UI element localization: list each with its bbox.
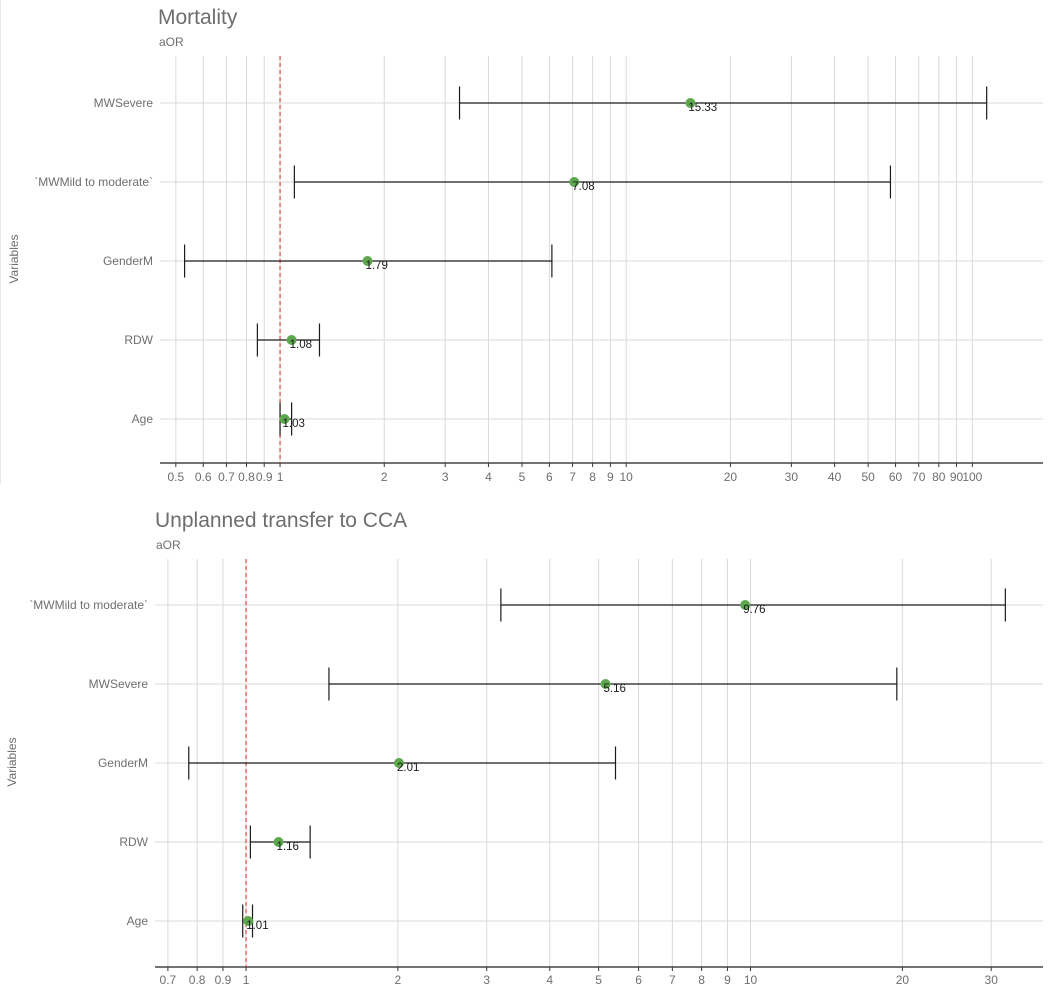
estimate-label: 7.08 [572,181,594,193]
x-tick-label: 0.9 [256,470,273,484]
x-tick-label: 3 [442,470,449,484]
x-tick-label: 1 [277,470,284,484]
x-tick-label: 60 [889,470,903,484]
x-tick-label: 0.7 [218,470,235,484]
y-tick-label: MWSevere [89,677,149,691]
x-tick-label: 9 [607,470,614,484]
y-tick-label: Age [127,914,149,928]
estimate-point [279,414,290,424]
x-tick-label: 0.8 [238,470,255,484]
x-tick-label: 30 [785,470,799,484]
x-tick-label: 7 [569,470,576,484]
y-tick-label: RDW [119,835,148,849]
x-tick-label: 0.7 [160,973,177,987]
estimate-point [243,916,254,926]
estimate-label: 1.79 [366,260,388,272]
estimate-label: 1.08 [290,339,312,351]
estimate-point [362,256,373,266]
x-tick-label: 0.9 [215,973,232,987]
mortality-forest-plot: 0.5 0.6 0.7 0.8 0.9 1 2 3 4 5 6 7 8 9 10 20 30 40 50 60 70 80… [34,56,1043,484]
estimate-label: 1.01 [246,920,268,932]
y-tick-label: GenderM [103,254,153,268]
left-edge-line [0,0,5,484]
estimate-point [600,679,611,689]
x-tick-label: 7 [669,973,676,987]
x-tick-label: 6 [635,973,642,987]
estimate-point [286,335,297,345]
estimate-label: 15.33 [688,102,717,114]
y-tick-label: RDW [124,333,153,347]
x-tick-label: 10 [744,973,758,987]
x-tick-label: 8 [589,470,596,484]
mortality-panel: Mortality aOR Variables 0.5 0.6 0.7 0.8 0.9 1… [0,0,1049,492]
estimate-label: 9.76 [743,604,765,616]
estimate-point [569,177,580,187]
estimate-point [393,758,404,768]
x-tick-label: 2 [381,470,388,484]
estimate-label: 1.03 [282,418,304,430]
x-tick-label: 5 [595,973,602,987]
chart-title: Mortality [158,6,238,29]
x-tick-label: 6 [546,470,553,484]
x-tick-label: 50 [861,470,875,484]
x-tick-label: 8 [698,973,705,987]
x-tick-label: 70 [912,470,926,484]
x-tick-label: 2 [395,973,402,987]
x-tick-label: 3 [483,973,490,987]
y-tick-label: Age [132,412,154,426]
y-tick-label: MWSevere [94,96,154,110]
x-tick-label: 90 [950,470,964,484]
estimate-point [685,98,696,108]
x-tick-label: 20 [896,973,910,987]
x-tick-label: 80 [932,470,946,484]
transfer-panel: Unplanned transfer to CCA aOR Variables … [0,492,1049,987]
x-tick-label: 10 [620,470,634,484]
estimate-label: 2.01 [397,762,419,774]
estimate-label: 1.16 [277,841,299,853]
estimate-label: 5.16 [604,683,626,695]
chart-title: Unplanned transfer to CCA [155,509,408,532]
y-tick-label: GenderM [98,756,148,770]
x-tick-label: 0.6 [195,470,212,484]
x-tick-label: 1 [243,973,250,987]
x-tick-label: 20 [724,470,738,484]
x-tick-label: 30 [985,973,999,987]
x-tick-label: 4 [485,470,492,484]
x-axis-label: aOR [156,538,181,552]
y-tick-label: `MWMild to moderate` [34,175,153,189]
x-tick-label: 100 [962,470,982,484]
x-tick-label: 9 [724,973,731,987]
x-tick-label: 0.8 [189,973,206,987]
x-tick-label: 0.5 [167,470,184,484]
x-tick-label: 5 [519,470,526,484]
transfer-forest-plot: 0.7 0.8 0.9 1 2 3 4 5 6 7 8 9 10 20 30 9.76 `MWMild to m… [29,559,1043,987]
y-tick-label: `MWMild to moderate` [29,598,148,612]
x-axis-label: aOR [159,35,184,49]
estimate-point [273,837,284,847]
x-tick-label: 4 [546,973,553,987]
x-tick-label: 40 [828,470,842,484]
estimate-point [740,600,751,610]
